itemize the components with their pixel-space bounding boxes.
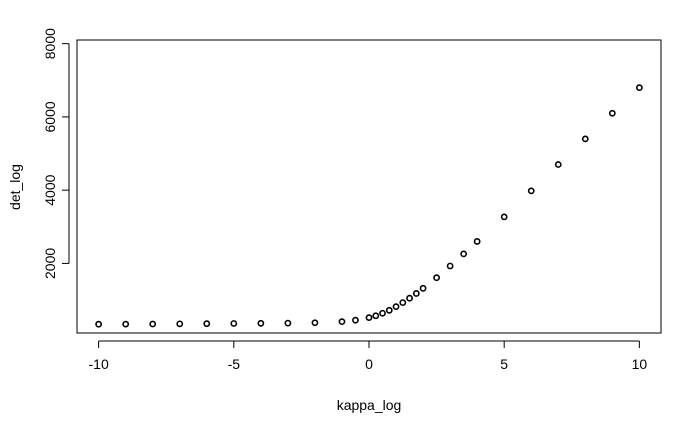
data-point <box>284 319 292 327</box>
data-point <box>500 213 508 221</box>
y-axis-label: det_log <box>7 164 23 210</box>
data-point <box>372 312 380 320</box>
data-point <box>379 309 386 317</box>
data-point <box>581 135 589 143</box>
data-point <box>338 318 346 326</box>
data-point <box>446 262 454 270</box>
x-tick-label: 0 <box>365 356 373 372</box>
data-point <box>473 238 481 245</box>
data-point <box>419 284 427 292</box>
y-tick-label: 2000 <box>42 248 58 279</box>
data-point <box>176 320 184 328</box>
data-point <box>95 320 103 328</box>
data-point <box>203 320 211 328</box>
x-axis-label: kappa_log <box>337 397 402 413</box>
x-tick-label: -10 <box>89 356 109 372</box>
data-point <box>635 84 643 92</box>
data-point <box>365 314 373 322</box>
x-tick-label: 10 <box>632 356 648 372</box>
x-tick-label: -5 <box>228 356 241 372</box>
data-point <box>392 303 400 311</box>
data-point <box>608 109 616 117</box>
data-point <box>433 274 440 282</box>
data-point <box>352 316 359 324</box>
y-tick-label: 4000 <box>42 174 58 205</box>
data-point <box>257 319 265 327</box>
data-point <box>460 250 468 258</box>
data-point <box>406 294 413 302</box>
y-tick-label: 6000 <box>42 101 58 132</box>
plot-frame <box>76 39 662 334</box>
data-point <box>554 161 562 168</box>
data-point <box>311 319 319 327</box>
axes: -10 -5 0 5 10 2000 4000 6000 8000 <box>42 28 662 372</box>
data-point <box>149 320 157 328</box>
x-tick-label: 5 <box>500 356 508 372</box>
data-points <box>95 84 643 328</box>
data-point <box>122 320 130 328</box>
data-point <box>527 187 535 195</box>
data-point <box>230 320 238 327</box>
data-point <box>412 290 420 297</box>
data-point <box>385 306 393 314</box>
data-point <box>399 299 407 307</box>
y-tick-label: 8000 <box>42 28 58 59</box>
